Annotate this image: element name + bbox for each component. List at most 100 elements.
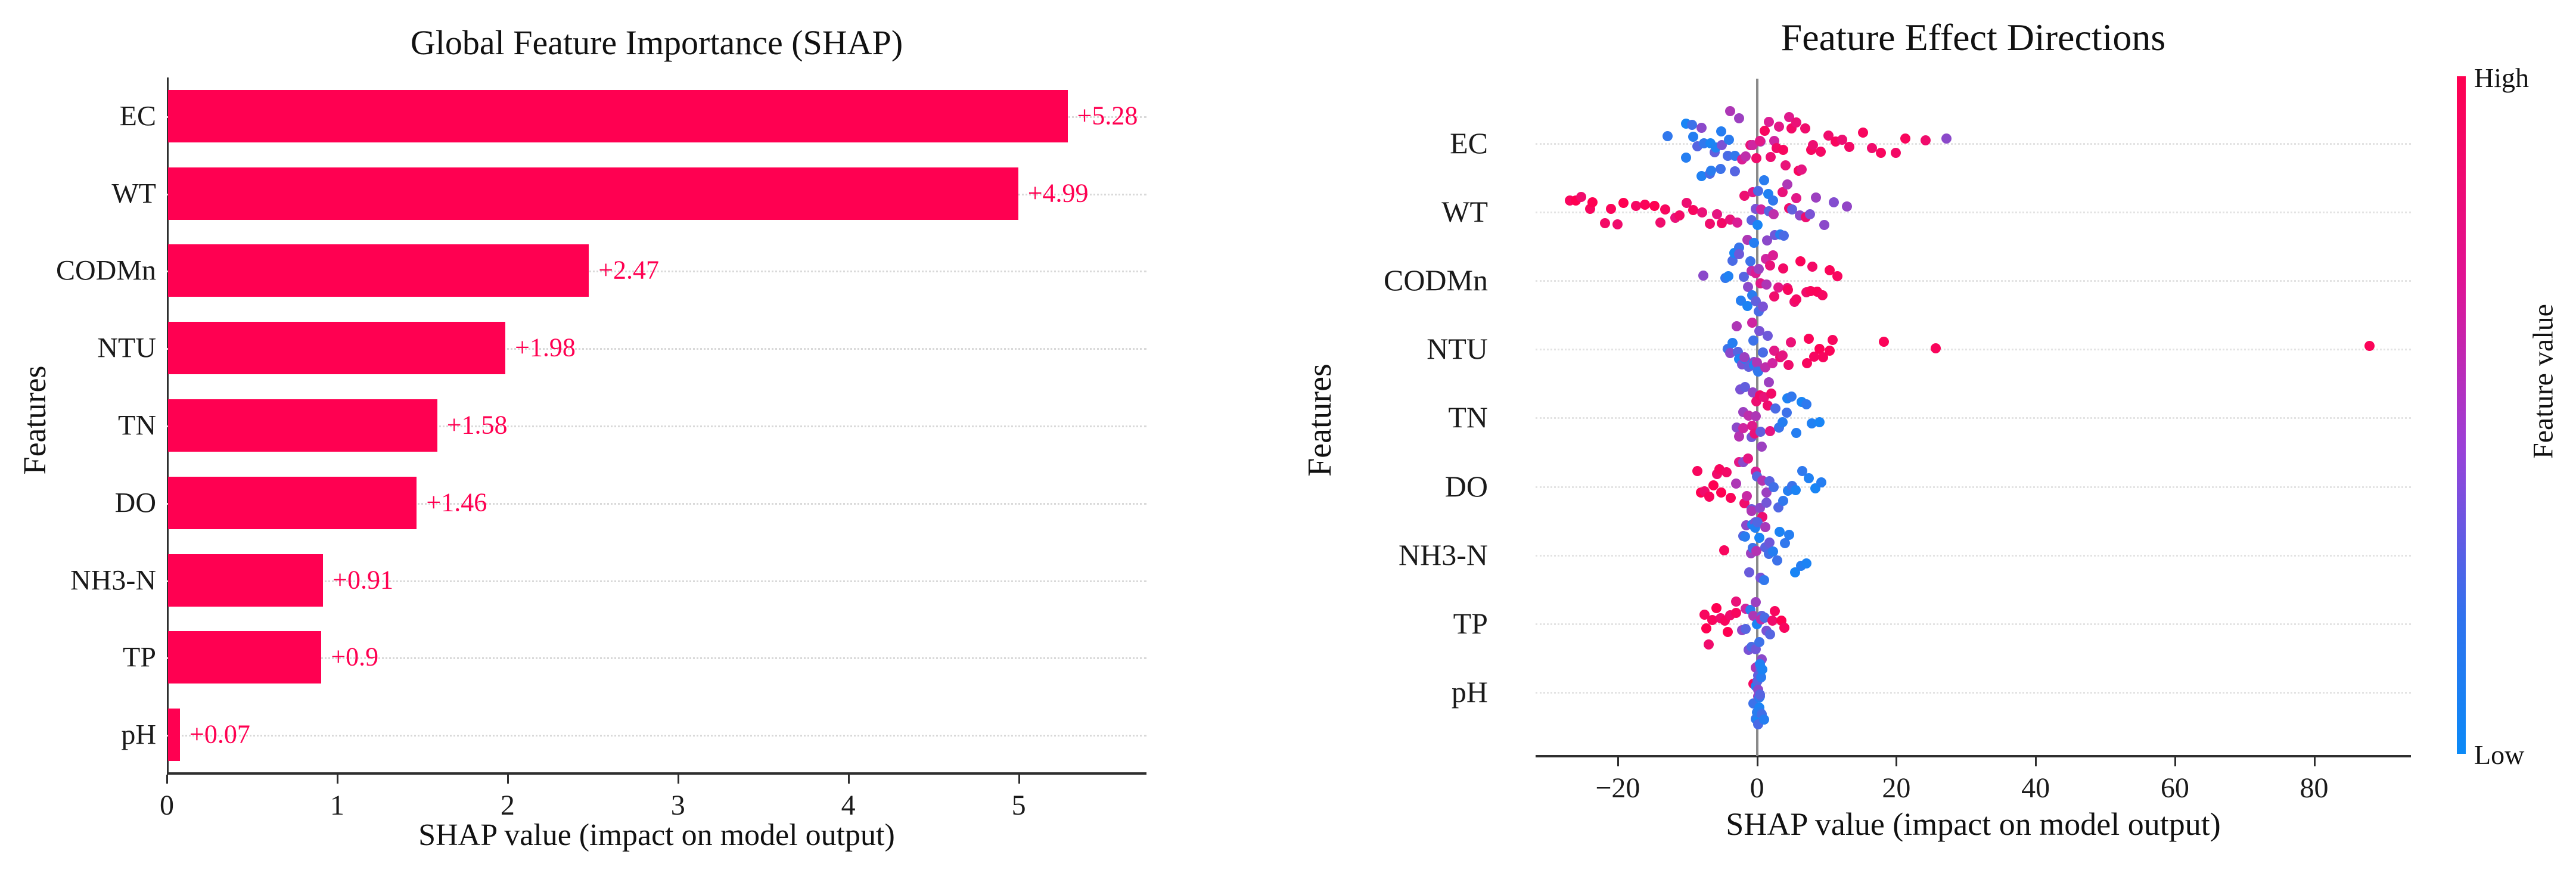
swarm-dot — [1711, 209, 1722, 220]
row-leader-line — [1536, 212, 2411, 214]
swarm-dot — [1662, 131, 1673, 142]
swarm-dot — [1747, 506, 1757, 517]
swarm-dot — [1791, 427, 1801, 438]
swarm-dot — [1816, 477, 1827, 487]
row-leader-line — [1536, 417, 2411, 420]
swarm-dot — [1754, 533, 1764, 543]
swarm-dot — [1802, 358, 1813, 369]
swarm-dot — [1768, 209, 1779, 219]
beeswarm-plot-area: EC WT CODMn NTU TN DO NH3-N TP pH −20 0 20 40 60 80 — [1384, 79, 2411, 804]
swarm-dot — [1801, 399, 1812, 409]
swarm-dot — [1786, 391, 1797, 402]
swarm-dot — [1724, 348, 1735, 359]
feature-value-colorbar — [2457, 76, 2466, 754]
bar-chart-y-axis-label: Features — [17, 365, 52, 475]
swarm-dot — [1765, 151, 1776, 162]
swarm-dot — [1692, 465, 1702, 476]
swarm-dot — [1731, 479, 1742, 489]
row-leader-line — [167, 657, 1146, 660]
swarm-dot — [1741, 623, 1751, 634]
swarm-dot — [1784, 529, 1794, 540]
swarm-dot — [1733, 431, 1744, 442]
swarm-dot — [1639, 199, 1650, 210]
swarm-dot — [1842, 201, 1853, 212]
swarm-dot — [1817, 290, 1828, 301]
swarm-dot — [1778, 417, 1788, 428]
swarm-dot — [1699, 610, 1710, 620]
y-tick-label-tp: TP — [122, 641, 156, 673]
bar-chart-plot-area: +5.28 EC +4.99 WT +2.47 CODMn +1.98 NTU +1.58 TN +… — [56, 77, 1146, 821]
swarm-dot — [1744, 567, 1755, 578]
swarm-dot — [1755, 204, 1766, 215]
swarm-dot — [1758, 714, 1769, 725]
swarm-dot — [1738, 422, 1748, 433]
bar-value-label: +0.07 — [189, 719, 250, 749]
swarm-dot — [1751, 357, 1762, 368]
swarm-dot — [1705, 219, 1716, 229]
swarm-dot — [1754, 264, 1764, 275]
swarm-dot — [1723, 271, 1733, 282]
x-tick-label: 60 — [2160, 772, 2189, 804]
swarm-dot — [1791, 484, 1801, 495]
swarm-dot — [1739, 352, 1750, 362]
swarm-dot — [1765, 425, 1776, 436]
swarm-dot — [1779, 230, 1789, 241]
swarm-dot — [1688, 132, 1699, 142]
swarm-dot — [1723, 626, 1733, 637]
row-leader-line — [1536, 691, 2411, 694]
y-tick-label-nh3-n: NH3-N — [70, 564, 156, 597]
swarm-dot — [1828, 334, 1838, 345]
row-leader-line — [167, 425, 1146, 427]
swarm-dot — [1783, 284, 1794, 295]
swarm-dot — [1807, 139, 1818, 150]
swarm-dot — [1761, 279, 1772, 290]
bar-value-label: +5.28 — [1077, 101, 1138, 131]
swarm-dot — [1814, 417, 1825, 428]
x-tick-mark — [507, 775, 509, 784]
bar-value-label: +0.9 — [331, 642, 379, 672]
x-tick-label: 20 — [1882, 772, 1911, 804]
importance-bar — [168, 89, 1068, 142]
swarm-dot — [1751, 545, 1761, 556]
swarm-dot — [1701, 623, 1712, 634]
swarm-dot — [1752, 517, 1763, 527]
swarm-dot — [1680, 153, 1691, 163]
x-tick-label: 0 — [1750, 772, 1764, 804]
swarm-dot — [1789, 567, 1800, 578]
swarm-dot — [1751, 411, 1761, 422]
x-tick-mark — [1756, 757, 1758, 766]
bar-value-label: +2.47 — [598, 255, 660, 285]
y-tick-label-ntu: NTU — [97, 332, 156, 364]
y-tick-label-nh3-n: NH3-N — [1399, 538, 1488, 571]
swarm-dot — [1782, 179, 1793, 190]
swarm-dot — [1674, 210, 1685, 221]
swarm-dot — [1631, 201, 1642, 212]
x-tick-mark — [1896, 757, 1898, 766]
x-tick-label: 2 — [500, 790, 515, 821]
swarm-dot — [1805, 209, 1815, 219]
swarm-dot — [1876, 147, 1887, 158]
swarm-dot — [1858, 127, 1869, 138]
swarm-dot — [1767, 546, 1778, 557]
beeswarm-bottom-spine — [1536, 755, 2411, 757]
beeswarm-y-axis-label: Features — [1301, 364, 1338, 477]
swarm-dot — [1777, 350, 1788, 361]
swarm-dot — [1780, 538, 1791, 549]
y-tick-label-do: DO — [1444, 469, 1488, 503]
swarm-dot — [1752, 220, 1763, 230]
x-tick-mark — [1617, 757, 1619, 766]
swarm-dot — [1755, 426, 1766, 437]
swarm-dot — [1716, 126, 1727, 137]
swarm-dot — [1687, 119, 1698, 130]
swarm-dot — [1791, 294, 1802, 305]
swarm-dot — [1782, 408, 1792, 418]
swarm-dot — [1809, 351, 1820, 362]
swarm-dot — [1748, 335, 1758, 346]
swarm-dot — [1741, 490, 1752, 501]
swarm-dot — [1757, 664, 1768, 675]
y-tick-label-tn: TN — [118, 409, 156, 442]
swarm-dot — [1587, 197, 1598, 208]
swarm-dot — [1655, 218, 1666, 228]
importance-bar — [168, 399, 437, 452]
swarm-dot — [1745, 256, 1756, 267]
